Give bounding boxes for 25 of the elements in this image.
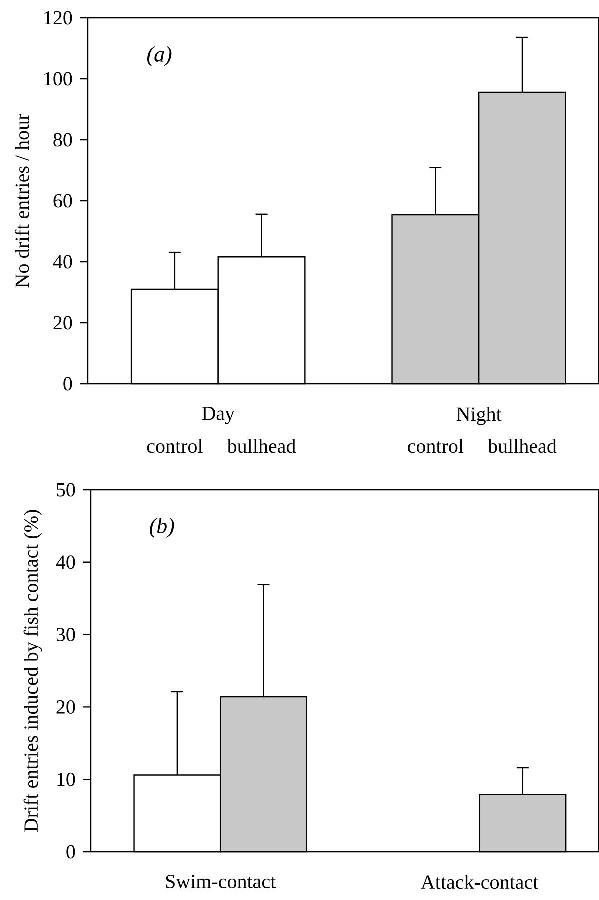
y-tick-label: 80	[54, 133, 72, 147]
y-tick-label: 20	[54, 316, 72, 330]
y-tick-label: 40	[56, 556, 76, 570]
y-tick-label: 120	[44, 11, 72, 25]
y-tick-label: 10	[58, 772, 76, 786]
x-tick-label: Attack-contact	[421, 875, 539, 890]
x-tick-label: Night	[456, 407, 502, 426]
x-tick-label: Day	[202, 407, 235, 424]
text: bullhead	[227, 439, 296, 454]
text: control	[147, 439, 203, 454]
y-tick-label: 50	[57, 483, 76, 497]
x-tick-label: Swim-contact	[166, 875, 276, 888]
y-tick-label: 60	[54, 194, 72, 208]
y-tick-label: 0	[64, 377, 72, 391]
annotation: (b)	[150, 518, 174, 538]
y-axis-title: No drift entries / hour	[14, 114, 30, 288]
y-tick-label: 0	[66, 845, 76, 859]
y-tick-label: 100	[44, 72, 72, 86]
text: bullhead	[488, 439, 557, 454]
annotation: (a)	[147, 46, 172, 66]
y-tick-label: 20	[56, 700, 76, 714]
text: control	[408, 439, 464, 454]
y-axis-title: Drift entries induced by fish contact (%)	[24, 510, 42, 832]
y-tick-label: 30	[56, 628, 76, 642]
y-tick-label: 40	[53, 255, 72, 269]
